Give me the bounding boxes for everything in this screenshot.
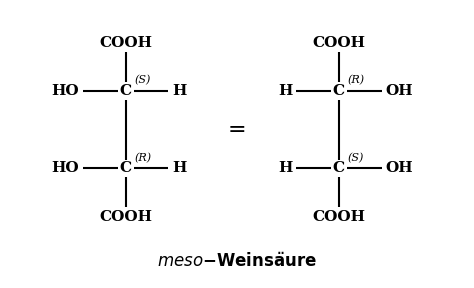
Text: HO: HO — [52, 162, 79, 175]
Text: HO: HO — [52, 84, 79, 98]
Text: COOH: COOH — [99, 210, 152, 224]
Text: H: H — [172, 84, 186, 98]
Text: C: C — [333, 162, 345, 175]
Text: $\mathbf{\mathit{meso}}$$\mathbf{-Weins\ddot{a}ure}$: $\mathbf{\mathit{meso}}$$\mathbf{-Weins\… — [157, 253, 317, 271]
Text: C: C — [119, 84, 132, 98]
Text: (S): (S) — [134, 75, 151, 86]
Text: OH: OH — [385, 84, 413, 98]
Text: (R): (R) — [347, 75, 365, 86]
Text: H: H — [172, 162, 186, 175]
Text: =: = — [228, 119, 246, 141]
Text: H: H — [278, 162, 292, 175]
Text: C: C — [333, 84, 345, 98]
Text: COOH: COOH — [99, 35, 152, 50]
Text: (R): (R) — [134, 153, 151, 163]
Text: OH: OH — [385, 162, 413, 175]
Text: COOH: COOH — [312, 35, 365, 50]
Text: H: H — [278, 84, 292, 98]
Text: COOH: COOH — [312, 210, 365, 224]
Text: C: C — [119, 162, 132, 175]
Text: (S): (S) — [347, 153, 364, 163]
